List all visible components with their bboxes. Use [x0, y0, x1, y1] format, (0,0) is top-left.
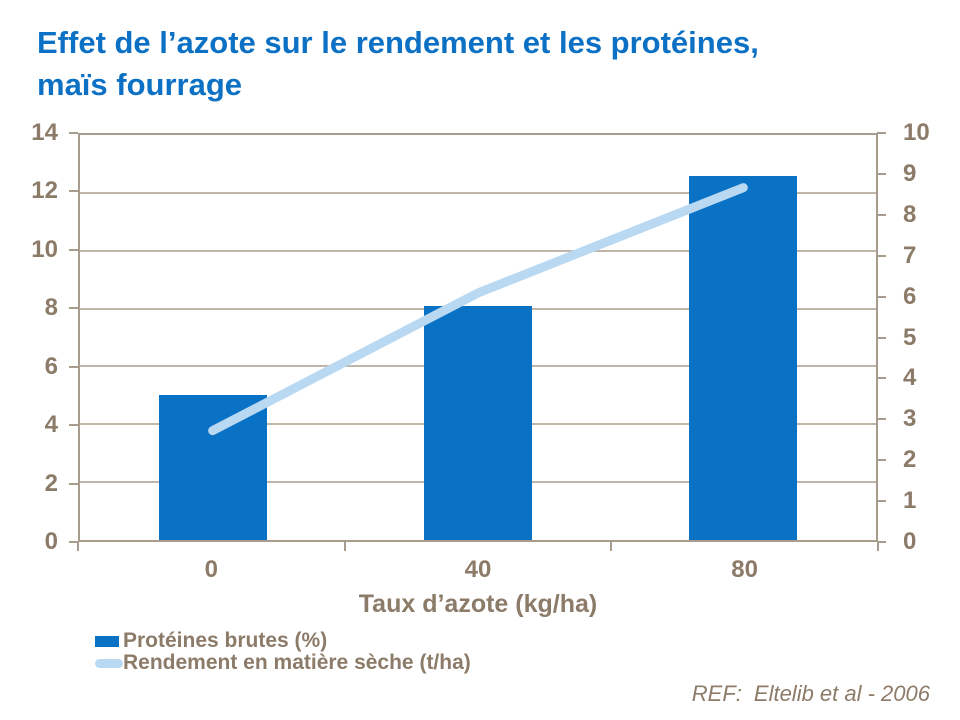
right-axis-tick — [877, 295, 886, 298]
left-axis-label: 4 — [44, 411, 58, 439]
right-axis-tick — [877, 172, 886, 175]
chart-title-line1: Effet de l’azote sur le rendement et les… — [37, 25, 759, 60]
left-axis-tick — [69, 424, 78, 427]
x-axis-label: 80 — [731, 556, 758, 583]
right-axis-tick — [877, 254, 886, 257]
right-axis-tick — [877, 336, 886, 339]
gridline — [80, 191, 876, 194]
legend-label-proteins: Protéines brutes (%) — [123, 629, 328, 652]
plot-inner — [80, 135, 876, 540]
left-axis-label: 14 — [31, 119, 58, 146]
x-axis-label: 0 — [204, 556, 218, 583]
x-axis-label: 40 — [464, 556, 492, 583]
x-axis-title: Taux d’azote (kg/ha) — [358, 590, 598, 618]
gridline — [80, 249, 876, 252]
right-axis-tick — [877, 132, 886, 134]
left-axis-tick — [69, 132, 78, 134]
bar-0 — [158, 395, 267, 540]
x-axis-tick — [343, 542, 346, 551]
left-axis-label: 8 — [44, 294, 58, 322]
left-axis-label: 0 — [44, 528, 58, 555]
plot-area — [78, 133, 878, 542]
left-axis-tick — [69, 482, 78, 485]
right-axis-label: 2 — [903, 446, 917, 474]
right-axis-tick — [877, 541, 886, 543]
right-axis-tick — [877, 213, 886, 216]
right-axis-label: 4 — [903, 364, 917, 392]
right-axis-label: 8 — [903, 200, 917, 228]
ref-citation: Eltelib et al - 2006 — [753, 681, 930, 706]
trend-line-layer — [208, 183, 748, 436]
left-axis-label: 2 — [44, 469, 58, 497]
right-axis-tick — [877, 377, 886, 380]
legend-label-rendement: Rendement en matière sèche (t/ha) — [123, 651, 471, 674]
right-axis-tick — [877, 459, 886, 462]
right-axis-label: 5 — [903, 323, 917, 351]
bar-40 — [424, 305, 532, 540]
left-axis-tick — [69, 248, 78, 251]
right-axis-label: 6 — [903, 282, 917, 310]
right-axis-tick — [877, 418, 886, 421]
left-axis-tick — [69, 190, 78, 193]
ref-note: REF: Eltelib et al - 2006 — [692, 681, 930, 707]
trend-line — [208, 183, 748, 436]
x-axis-tick — [77, 542, 79, 551]
left-axis-label: 12 — [31, 177, 58, 205]
right-axis-label: 1 — [903, 487, 917, 515]
x-axis-tick — [610, 542, 613, 551]
chart-title-line2: maïs fourrage — [37, 67, 243, 102]
right-axis-label: 3 — [903, 405, 917, 433]
bar-80 — [689, 175, 798, 540]
x-axis-tick — [877, 542, 879, 551]
right-axis-label: 0 — [903, 528, 917, 555]
left-axis-label: 6 — [44, 352, 58, 380]
chart-title: Effet de l’azote sur le rendement et les… — [37, 22, 759, 106]
left-axis-tick — [69, 307, 78, 310]
legend: Protéines brutes (%) Rendement en matièr… — [95, 629, 471, 674]
right-axis-label: 7 — [903, 241, 917, 269]
legend-item-rendement: Rendement en matière sèche (t/ha) — [95, 651, 471, 674]
right-axis-label: 9 — [903, 159, 917, 187]
right-axis-tick — [877, 500, 886, 503]
right-axis-label: 10 — [903, 119, 930, 146]
legend-bar-swatch-icon — [95, 635, 123, 647]
legend-item-proteins: Protéines brutes (%) — [95, 629, 471, 652]
ref-label: REF: — [691, 681, 742, 706]
legend-line-swatch-icon — [95, 658, 123, 668]
left-axis-label: 10 — [31, 235, 58, 263]
left-axis-tick — [69, 541, 78, 543]
left-axis-tick — [69, 365, 78, 368]
